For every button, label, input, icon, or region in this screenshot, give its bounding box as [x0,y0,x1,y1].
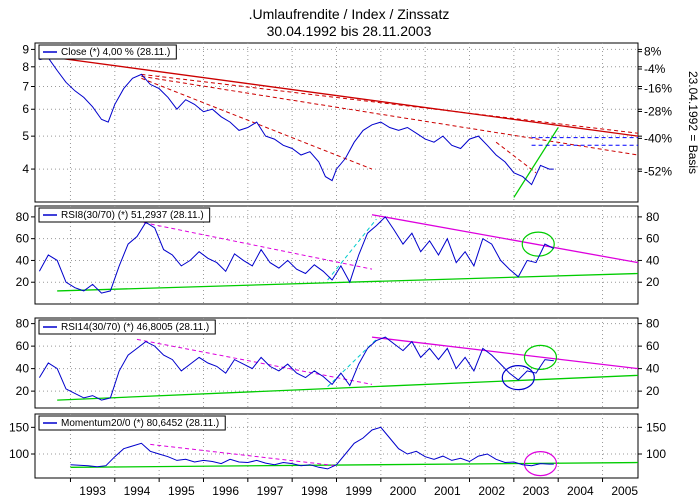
trend-line [371,214,639,264]
y-tick-label: 8 [22,60,29,74]
trend-line [136,338,373,385]
legend-label: Close (*) 4,00 % (28.11.) [61,47,170,58]
y-tick-label: 100 [9,447,29,461]
y-tick-label: 20 [16,384,30,398]
series-line-momentum [70,426,554,470]
legend: RSI14(30/70) (*) 46,8005 (28.11.) [38,319,216,335]
legend: Close (*) 4,00 % (28.11.) [38,44,177,60]
y-tick-label-right: -16% [644,82,672,96]
x-tick-label: 1999 [345,484,372,498]
y-tick-label-right: -28% [644,104,672,118]
y-tick-label: 9 [22,42,29,56]
annotation-ellipse [521,231,555,257]
y-tick-label-right: 150 [646,420,666,434]
x-tick-label: 2001 [434,484,461,498]
trend-line [371,336,639,370]
trend-line [43,55,639,137]
panel-rsi8: 20 20 40 40 60 60 80 80 RSI8(30/70) (*) 51,2937 … [16,205,660,305]
y-tick-label: 4 [22,162,29,176]
y-tick-label: 40 [16,253,30,267]
trend-line [136,220,373,270]
trend-line [513,127,559,198]
chart-title: .Umlaufrendite / Index / Zinssatz [249,6,450,22]
legend-label: RSI14(30/70) (*) 46,8005 (28.11.) [61,322,209,333]
annotation-ellipse [501,365,535,391]
y-tick-label-right: 80 [646,210,660,224]
panel-momentum: 100 100 150 150 Momentum20/0 (*) 80,6452 (28… [9,413,666,479]
y-tick-label-right: 40 [646,362,660,376]
legend-label: RSI8(30/70) (*) 51,2937 (28.11.) [61,210,204,221]
y-tick-label-right: 40 [646,253,660,267]
trend-line [327,218,377,281]
legend: RSI8(30/70) (*) 51,2937 (28.11.) [38,207,211,223]
legend-box [38,415,226,431]
series-line-rsi14 [38,336,554,401]
legend-box [38,319,216,335]
trend-line [57,272,639,292]
trend-line [495,141,537,174]
legend-label: Momentum20/0 (*) 80,6452 (28.11.) [61,418,219,429]
y-tick-label-right: -4% [644,62,666,76]
panel-rsi14: 20 20 40 40 60 60 80 80 RSI14(30/70) (*) 46,8005… [16,317,660,409]
x-tick-label: 2004 [567,484,594,498]
x-tick-label: 2000 [390,484,417,498]
x-tick-label: 1998 [301,484,328,498]
y-tick-label: 40 [16,362,30,376]
y-tick-label-right: 80 [646,317,660,331]
series-line-rsi8 [38,216,555,294]
trend-line [141,73,639,134]
y-tick-label: 20 [16,275,30,289]
legend-box [38,207,211,223]
y-tick-label-right: 20 [646,384,660,398]
y-tick-label: 6 [22,102,29,116]
y-tick-label-right: 8% [644,45,662,59]
annotation-ellipse [523,344,558,370]
y-tick-label: 7 [22,79,29,93]
trend-line [141,77,373,170]
x-tick-label: 1994 [124,484,151,498]
y-tick-label-right: -52% [644,164,672,178]
x-tick-label: 1995 [168,484,195,498]
y-tick-label: 80 [16,210,30,224]
y-tick-label: 150 [9,420,29,434]
y-tick-label-right: 100 [646,447,666,461]
y-tick-label: 60 [16,232,30,246]
annotation-ellipse [523,451,558,477]
y-tick-label-right: -40% [644,131,672,145]
y-tick-label: 5 [22,129,29,143]
chart-subtitle: 30.04.1992 bis 28.11.2003 [267,23,432,39]
x-tick-label: 1997 [257,484,284,498]
x-tick-label: 1993 [79,484,106,498]
x-tick-label: 2005 [611,484,638,498]
chart-panels: 4 5 6 7 8 9 8% -4% -16% -28% -40% -52% 23.04.1992 = … [9,42,700,479]
x-tick-label: 2002 [478,484,505,498]
right-axis-label: 23.04.1992 = Basis [686,71,700,174]
y-tick-label-right: 20 [646,275,660,289]
trend-line [57,374,639,401]
y-tick-label-right: 60 [646,339,660,353]
trend-line [150,443,337,467]
legend-box [38,44,177,60]
series-line-close [39,57,554,186]
panel-close: 4 5 6 7 8 9 8% -4% -16% -28% -40% -52% 23.04.1992 = … [22,42,700,203]
y-tick-label-right: 60 [646,232,660,246]
x-tick-label: 2003 [523,484,550,498]
y-tick-label: 60 [16,339,30,353]
y-tick-label: 80 [16,317,30,331]
x-tick-label: 1996 [212,484,239,498]
x-axis: 1993 1994 1995 1996 1997 1998 1999 2000 2001 2002… [69,478,638,498]
legend: Momentum20/0 (*) 80,6452 (28.11.) [38,415,226,431]
